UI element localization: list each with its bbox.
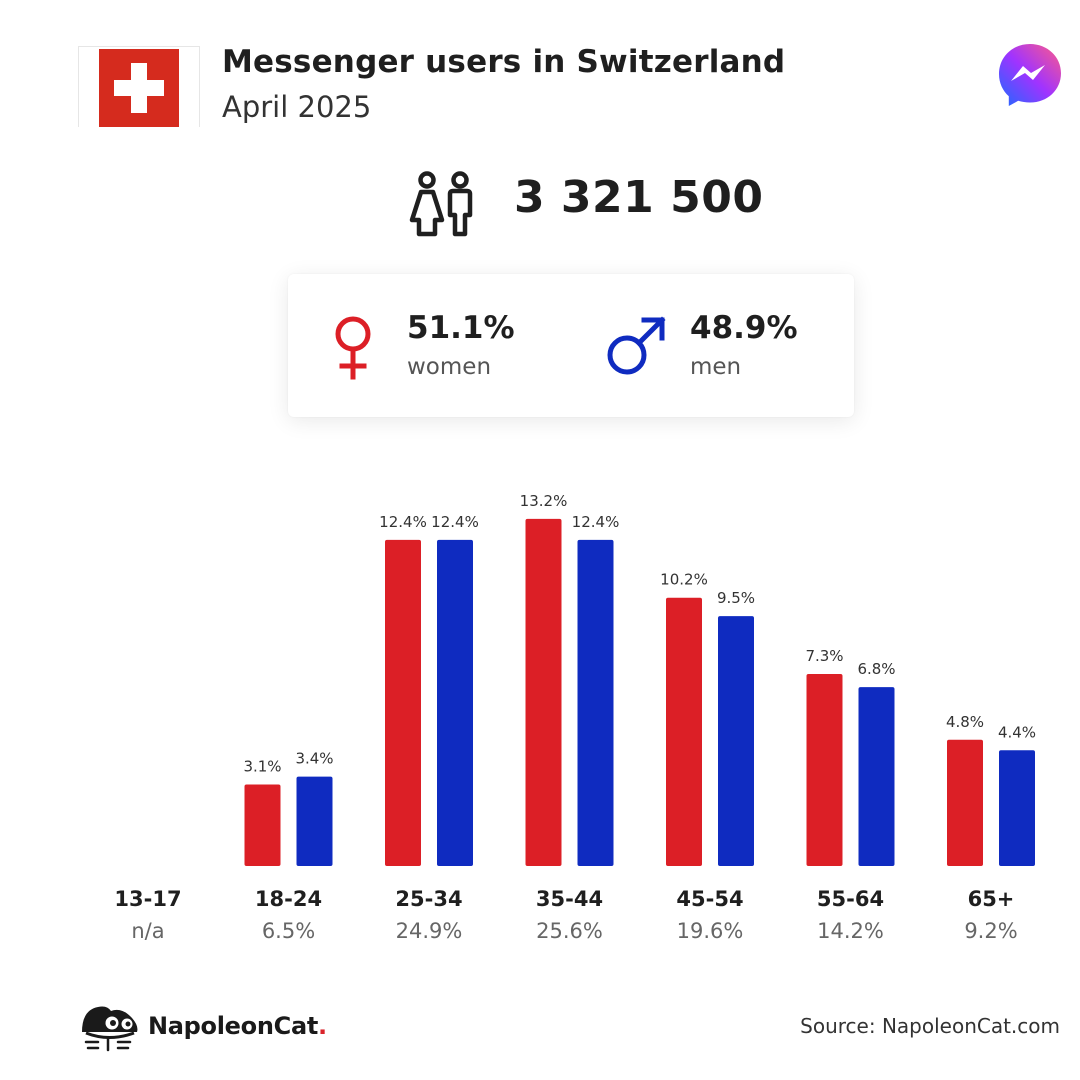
messenger-icon [999,44,1061,106]
swiss-flag-icon [99,49,179,127]
age-group-label: 55-64 [817,887,884,911]
bar-men-55-64 [858,687,895,866]
bar-label-men-55-64: 6.8% [857,660,895,678]
source-text: Source: NapoleonCat.com [800,1014,1060,1038]
bar-women-18-24 [244,784,281,866]
total-users-value: 3 321 500 [514,172,764,223]
page-subtitle: April 2025 [222,90,372,124]
bar-men-45-54 [718,616,754,866]
bar-men-25-34 [437,539,473,866]
age-group-label: 45-54 [676,887,743,911]
age-group-label: 35-44 [536,887,603,911]
male-symbol-icon [607,316,666,375]
women-percentage: 51.1% [407,310,515,346]
bar-label-women-25-34: 12.4% [379,513,427,531]
age-group-label: 13-17 [114,887,181,911]
bar-label-women-55-64: 7.3% [805,647,843,665]
bar-men-18-24 [296,776,333,866]
brand-dot: . [318,1012,327,1040]
age-group-share: 9.2% [964,919,1017,943]
bar-women-55-64 [806,674,843,866]
bar-women-35-44 [525,518,562,866]
bar-label-men-35-44: 12.4% [572,513,620,531]
age-group-share: 14.2% [817,919,884,943]
bar-men-35-44 [577,539,614,866]
napoleoncat-logo-icon [82,1006,138,1052]
women-label: women [407,354,492,380]
bar-men-65+ [999,750,1035,866]
bar-label-women-65+: 4.8% [946,713,984,731]
brand-name: NapoleonCat. [148,1012,327,1040]
bar-women-45-54 [666,597,702,866]
bar-women-25-34 [385,539,421,866]
age-group-label: 18-24 [255,887,322,911]
bar-label-women-35-44: 13.2% [520,492,568,510]
age-group-label: 65+ [968,887,1015,911]
bar-label-men-18-24: 3.4% [295,750,333,768]
bar-label-men-65+: 4.4% [998,723,1036,741]
bar-label-men-45-54: 9.5% [717,589,755,607]
bar-women-65+ [947,739,983,866]
age-group-label: 25-34 [395,887,462,911]
bar-label-women-45-54: 10.2% [660,571,708,589]
age-group-share: 24.9% [396,919,463,943]
age-group-share: 19.6% [677,919,744,943]
page-title: Messenger users in Switzerland [222,44,786,80]
gender-card: 51.1% women 48.9% men [288,274,854,417]
men-percentage: 48.9% [690,310,798,346]
brand-text: NapoleonCat [148,1012,319,1040]
bar-label-women-18-24: 3.1% [243,757,281,775]
bar-label-men-25-34: 12.4% [431,513,479,531]
age-group-share: n/a [131,919,164,943]
people-icon [409,171,473,237]
flag-frame [78,46,200,127]
age-group-share: 25.6% [536,919,603,943]
female-symbol-icon [335,316,371,380]
age-group-share: 6.5% [262,919,315,943]
men-label: men [690,354,742,380]
